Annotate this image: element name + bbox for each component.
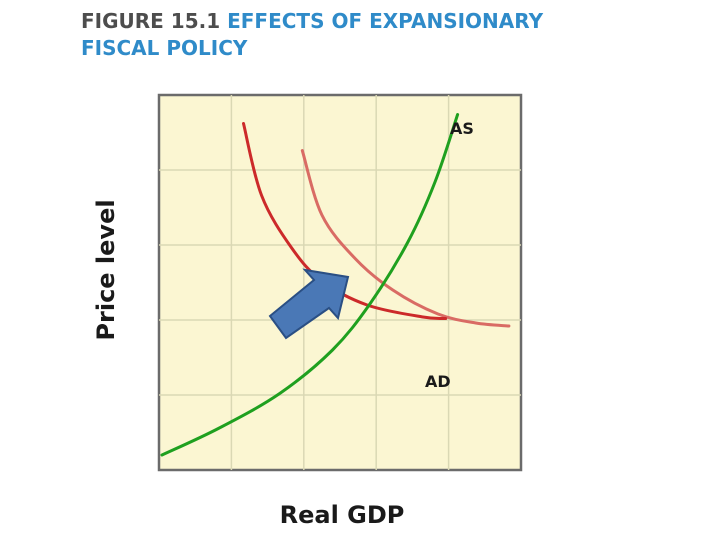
shift-arrow-icon xyxy=(268,268,350,340)
figure-title-line-2: FISCAL POLICY xyxy=(81,36,248,60)
plot-area xyxy=(157,93,523,472)
ad-curve-label: AD xyxy=(425,372,451,391)
y-axis-label: Price level xyxy=(92,199,120,340)
shift-arrow xyxy=(268,268,350,340)
ad-shifted-curve xyxy=(300,149,511,328)
figure-title-text-1: EFFECTS OF EXPANSIONARY xyxy=(227,9,544,33)
as-curve-label: AS xyxy=(450,119,474,138)
as-curve xyxy=(160,113,460,457)
x-axis-label: Real GDP xyxy=(280,501,405,529)
figure-number: FIGURE 15.1 xyxy=(81,9,221,33)
figure-title-line-1: FIGURE 15.1 EFFECTS OF EXPANSIONARY xyxy=(81,8,543,35)
figure-title: FIGURE 15.1 EFFECTS OF EXPANSIONARY FISC… xyxy=(81,8,543,62)
